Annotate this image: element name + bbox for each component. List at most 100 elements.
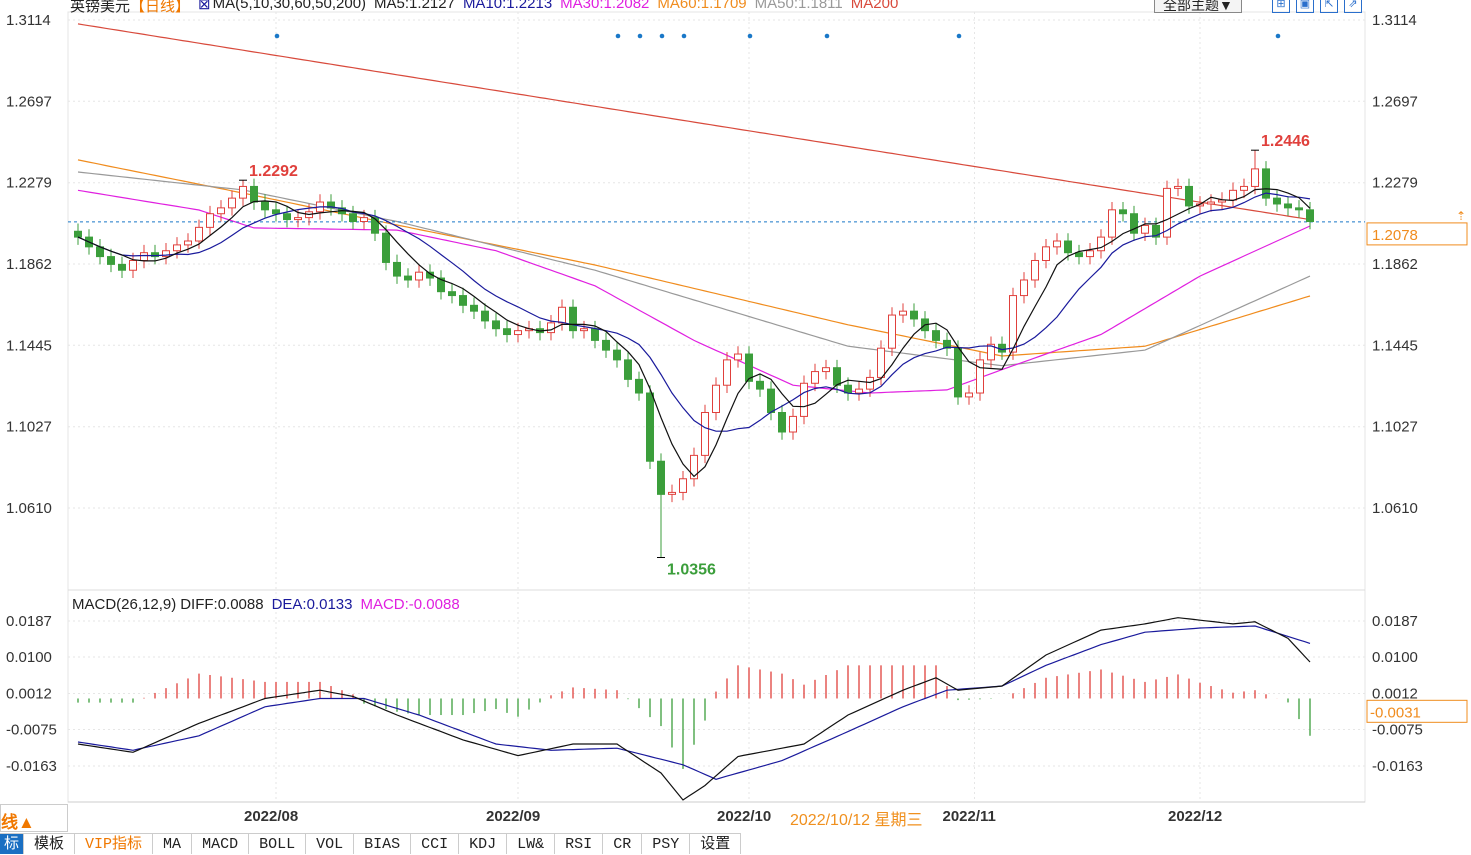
candle-up bbox=[206, 213, 214, 228]
period-toggle[interactable]: 线▲ bbox=[0, 804, 68, 832]
period-label[interactable]: 【日线】 bbox=[130, 0, 191, 15]
candle-up bbox=[173, 244, 181, 252]
candle-up bbox=[547, 322, 555, 334]
window-icon[interactable]: ▣ bbox=[1296, 0, 1314, 13]
candle-down bbox=[910, 310, 918, 320]
tab-indicators[interactable]: 标 bbox=[0, 834, 25, 854]
macd-tick-left: 0.0012 bbox=[6, 686, 52, 703]
candle-up bbox=[1240, 185, 1248, 191]
ma5-line bbox=[77, 188, 1311, 478]
tab-rsi[interactable]: RSI bbox=[555, 834, 604, 854]
event-marker-dot bbox=[1275, 33, 1281, 39]
candle-up bbox=[668, 491, 676, 495]
ma60-value: MA60:1.1709 bbox=[657, 0, 747, 12]
current-price-box bbox=[1366, 222, 1468, 246]
tab-settings[interactable]: 设置 bbox=[690, 834, 742, 854]
candle-down bbox=[382, 232, 390, 263]
candle-down bbox=[1262, 168, 1270, 199]
candle-down bbox=[327, 201, 335, 209]
extreme-label: 1.2446 bbox=[1261, 133, 1310, 150]
candle-down bbox=[624, 359, 632, 380]
candle-down bbox=[646, 392, 654, 462]
candle-up bbox=[129, 259, 137, 271]
macd-tick-left: -0.0075 bbox=[6, 722, 57, 739]
fullscreen-icon[interactable]: ⇗ bbox=[1344, 0, 1362, 13]
price-tick-right: 1.2279 bbox=[1372, 175, 1418, 192]
candle-up bbox=[1020, 279, 1028, 297]
macd-diff: DIFF:0.0088 bbox=[180, 596, 264, 613]
candle-up bbox=[1031, 259, 1039, 281]
candle-down bbox=[349, 213, 357, 223]
ma10-value: MA10:1.2213 bbox=[462, 0, 553, 12]
candle-up bbox=[734, 353, 742, 361]
current-price-label: 1.2078 bbox=[1372, 227, 1418, 244]
candle-up bbox=[822, 367, 830, 373]
tab-psy[interactable]: PSY bbox=[642, 834, 691, 854]
theme-dropdown[interactable]: 全部主题▼ bbox=[1154, 0, 1242, 13]
tab-macd[interactable]: MACD bbox=[192, 834, 250, 854]
price-tick-left: 1.1027 bbox=[6, 419, 52, 436]
candle-down bbox=[393, 261, 401, 277]
event-marker-dot bbox=[956, 33, 962, 39]
ma-icon[interactable]: ⊠ bbox=[198, 0, 211, 13]
candle-up bbox=[239, 185, 247, 199]
candle-down bbox=[283, 213, 291, 221]
candle-down bbox=[107, 256, 115, 265]
ma200-line bbox=[77, 23, 1311, 221]
tab-lwr[interactable]: LW& bbox=[507, 834, 556, 854]
macd-header: MACD(26,12,9) DIFF:0.0088 DEA:0.0133 MAC… bbox=[72, 596, 460, 613]
candle-up bbox=[987, 343, 995, 361]
candle-down bbox=[1130, 213, 1138, 234]
tab-template[interactable]: 模板 bbox=[24, 834, 76, 854]
macd-value: MACD:-0.0088 bbox=[360, 596, 460, 613]
event-marker-dot bbox=[659, 33, 665, 39]
candle-down bbox=[1064, 240, 1072, 254]
price-tick-right: 1.1862 bbox=[1372, 256, 1418, 273]
tab-cr[interactable]: CR bbox=[603, 834, 643, 854]
candle-up bbox=[1086, 250, 1094, 258]
candle-down bbox=[448, 291, 456, 297]
candle-up bbox=[679, 478, 687, 493]
ma30-line bbox=[77, 189, 1311, 394]
tab-boll[interactable]: BOLL bbox=[249, 834, 307, 854]
date-label: 2022/10 bbox=[717, 808, 771, 825]
candle-down bbox=[404, 275, 412, 281]
tab-vip-indicators[interactable]: VIP指标 bbox=[75, 834, 154, 854]
tab-bias[interactable]: BIAS bbox=[354, 834, 412, 854]
candle-down bbox=[569, 306, 577, 332]
price-tick-right: 1.3114 bbox=[1372, 12, 1417, 29]
ma200-value: MA200 bbox=[850, 0, 899, 12]
macd-tick-right: -0.0075 bbox=[1372, 722, 1423, 739]
candle-down bbox=[745, 353, 753, 382]
candle-up bbox=[712, 384, 720, 414]
grid-layout-icon[interactable]: ⊞ bbox=[1272, 0, 1290, 13]
symbol-name: 英镑美元 bbox=[70, 0, 131, 15]
price-tick-right: 1.2697 bbox=[1372, 93, 1418, 110]
macd-params: MACD(26,12,9) bbox=[72, 596, 177, 613]
candle-up bbox=[811, 371, 819, 384]
candle-up bbox=[1097, 236, 1105, 252]
tab-vol[interactable]: VOL bbox=[306, 834, 355, 854]
ma5-value: MA5:1.2127 bbox=[374, 0, 455, 12]
candle-down bbox=[1152, 224, 1160, 238]
tab-cci[interactable]: CCI bbox=[411, 834, 460, 854]
candle-up bbox=[1042, 246, 1050, 261]
tab-kdj[interactable]: KDJ bbox=[459, 834, 508, 854]
event-marker-dot bbox=[274, 33, 280, 39]
candle-down bbox=[767, 388, 775, 414]
candle-up bbox=[1053, 240, 1061, 248]
candle-down bbox=[459, 295, 467, 306]
candle-down bbox=[470, 304, 478, 312]
price-tick-right: 1.1027 bbox=[1372, 419, 1418, 436]
tab-ma[interactable]: MA bbox=[153, 834, 193, 854]
current-price-arrow: ⇡ bbox=[1456, 209, 1466, 223]
candle-down bbox=[943, 339, 951, 349]
candle-up bbox=[888, 314, 896, 349]
candle-down bbox=[635, 378, 643, 394]
candle-down bbox=[833, 367, 841, 386]
export-icon[interactable]: ⇱ bbox=[1320, 0, 1338, 13]
candle-down bbox=[1185, 185, 1193, 207]
candle-down bbox=[613, 349, 621, 361]
ma50-value: MA50:1.1811 bbox=[754, 0, 843, 12]
